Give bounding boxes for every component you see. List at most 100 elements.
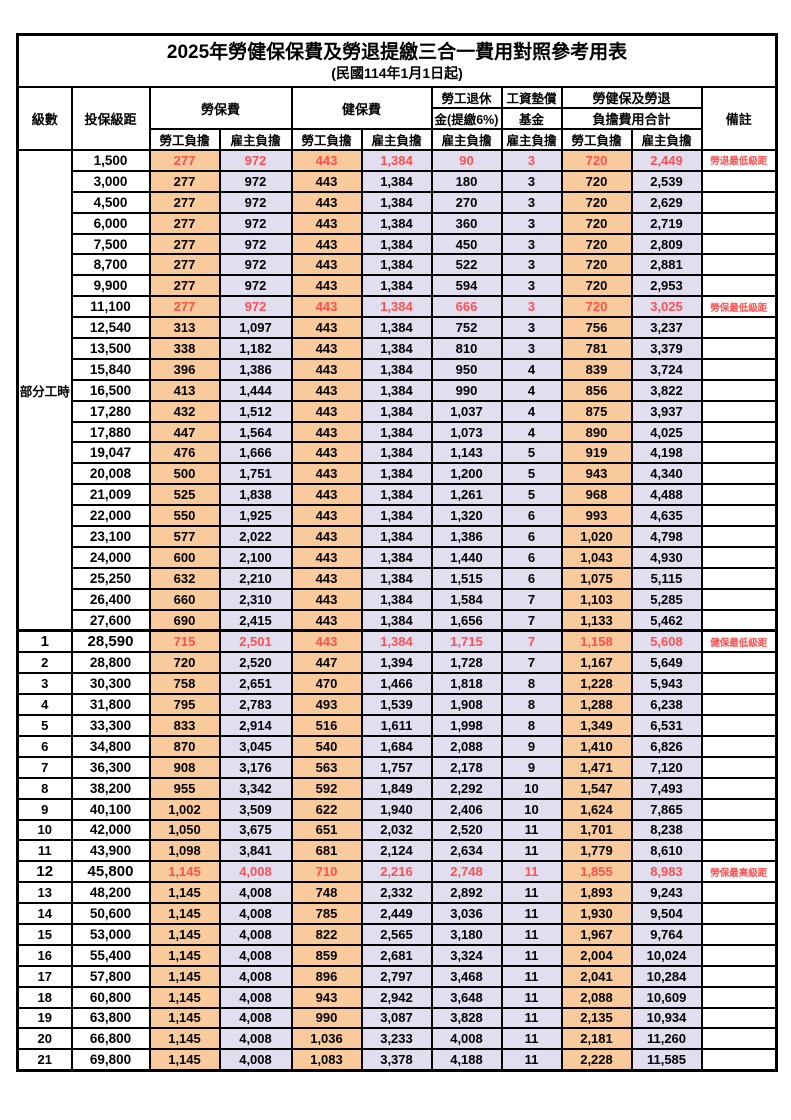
cell-total-employee: 1,967 <box>560 922 633 946</box>
cell-total-employer: 9,243 <box>630 881 703 905</box>
cell-hi-employee: 443 <box>290 441 363 465</box>
header-total-employee: 勞工負擔 <box>560 128 633 151</box>
cell-hi-employee: 1,083 <box>290 1048 363 1072</box>
cell-total-employer: 8,610 <box>630 839 703 863</box>
cell-pension-employer: 450 <box>430 232 503 256</box>
cell-pension-employer: 1,908 <box>430 693 503 717</box>
cell-hi-employer: 1,384 <box>360 441 433 465</box>
cell-total-employer: 3,379 <box>630 337 703 360</box>
cell-pension-employer: 1,386 <box>430 525 503 548</box>
cell-total-employee: 720 <box>560 211 633 235</box>
cell-pension-employer: 1,261 <box>430 483 503 507</box>
table-row: 6 34,800 870 3,045 540 1,684 2,088 9 1,410 6,826 <box>16 734 778 758</box>
cell-pension-employer: 522 <box>430 253 503 277</box>
cell-fund-employer: 11 <box>500 922 563 946</box>
cell-remark <box>700 566 778 590</box>
cell-total-employee: 720 <box>560 274 633 298</box>
cell-total-employer: 6,531 <box>630 714 703 737</box>
header-pension-employer: 雇主負擔 <box>430 128 503 151</box>
table-row: 17,880 447 1,564 443 1,384 1,073 4 890 4,025 <box>18 420 778 444</box>
cell-fund-employer: 8 <box>500 693 563 717</box>
table-row: 4 31,800 795 2,783 493 1,539 1,908 8 1,288 6,238 <box>16 693 778 717</box>
cell-bracket: 45,800 <box>70 860 151 884</box>
cell-total-employer: 11,585 <box>630 1048 703 1072</box>
cell-li-employee: 795 <box>148 693 221 717</box>
cell-li-employer: 1,182 <box>218 337 293 360</box>
cell-total-employee: 1,043 <box>560 545 633 569</box>
header-row-3: 勞工負擔 雇主負擔 勞工負擔 雇主負擔 雇主負擔 雇主負擔 勞工負擔 雇主負擔 <box>18 128 777 151</box>
cell-li-employer: 972 <box>218 190 293 214</box>
cell-hi-employer: 1,466 <box>360 672 433 696</box>
cell-remark <box>700 608 778 633</box>
cell-fund-employer: 7 <box>500 629 563 654</box>
cell-li-employee: 338 <box>148 337 221 360</box>
cell-hi-employer: 2,942 <box>360 985 433 1009</box>
cell-fund-employer: 3 <box>500 337 563 360</box>
cell-hi-employee: 1,036 <box>290 1027 363 1051</box>
cell-remark <box>700 587 778 611</box>
table-row: 14 50,600 1,145 4,008 785 2,449 3,036 11 1,930 9,… <box>16 902 778 925</box>
cell-remark <box>700 964 778 988</box>
table-row: 19,047 476 1,666 443 1,384 1,143 5 919 4,198 <box>18 441 778 465</box>
cell-pension-employer: 2,292 <box>430 776 503 800</box>
cell-pension-employer: 1,037 <box>430 399 503 423</box>
cell-li-employee: 432 <box>148 399 221 423</box>
cell-li-employee: 1,145 <box>148 964 221 988</box>
cell-remark <box>700 714 778 737</box>
page-subtitle: (民國114年1月1日起) <box>331 65 463 82</box>
cell-hi-employer: 1,384 <box>360 629 433 654</box>
cell-total-employer: 2,539 <box>630 169 703 193</box>
cell-total-employee: 1,779 <box>560 839 633 863</box>
cell-total-employer: 5,285 <box>630 587 703 611</box>
cell-total-employee: 720 <box>560 232 633 256</box>
cell-total-employee: 1,893 <box>560 881 633 905</box>
cell-hi-employee: 443 <box>290 399 363 423</box>
cell-li-employer: 4,008 <box>218 1048 293 1072</box>
cell-remark <box>700 902 778 925</box>
cell-remark <box>700 839 778 863</box>
cell-fund-employer: 5 <box>500 462 563 486</box>
cell-hi-employer: 1,384 <box>360 504 433 528</box>
cell-hi-employee: 990 <box>290 1006 363 1030</box>
cell-total-employer: 3,724 <box>630 357 703 381</box>
cell-li-employer: 1,386 <box>218 357 293 381</box>
cell-pension-employer: 1,728 <box>430 651 503 675</box>
cell-remark <box>700 483 778 507</box>
cell-total-employee: 875 <box>560 399 633 423</box>
cell-fund-employer: 11 <box>500 1048 563 1072</box>
cell-hi-employee: 443 <box>290 357 363 381</box>
cell-total-employee: 720 <box>560 149 633 172</box>
cell-total-employee: 1,288 <box>560 693 633 717</box>
cell-total-employee: 1,624 <box>560 797 633 821</box>
cell-hi-employee: 443 <box>290 504 363 528</box>
table-row: 11 43,900 1,098 3,841 681 2,124 2,634 11 1,779 8,… <box>16 839 778 863</box>
cell-li-employer: 972 <box>218 232 293 256</box>
cell-remark <box>700 462 778 486</box>
cell-total-employer: 3,937 <box>630 399 703 423</box>
cell-remark <box>700 1027 778 1051</box>
cell-bracket: 57,800 <box>70 964 151 988</box>
cell-total-employer: 10,284 <box>630 964 703 988</box>
cell-li-employee: 277 <box>148 232 221 256</box>
cell-hi-employee: 443 <box>290 378 363 402</box>
cell-li-employer: 3,675 <box>218 818 293 842</box>
cell-total-employee: 781 <box>560 337 633 360</box>
cell-li-employee: 715 <box>148 629 221 654</box>
cell-remark <box>700 232 778 256</box>
cell-hi-employee: 563 <box>290 755 363 779</box>
table-row: 13 48,200 1,145 4,008 748 2,332 2,892 11 1,893 9,… <box>16 881 778 905</box>
table-row: 22,000 550 1,925 443 1,384 1,320 6 993 4,635 <box>18 504 778 528</box>
table-row: 21,009 525 1,838 443 1,384 1,261 5 968 4,488 <box>18 483 778 507</box>
cell-pension-employer: 1,320 <box>430 504 503 528</box>
cell-fund-employer: 11 <box>500 1027 563 1051</box>
header-row-2: 金(提繳6%) 基金 負擔費用合計 <box>18 107 777 130</box>
cell-bracket: 33,300 <box>70 714 151 737</box>
cell-li-employee: 1,145 <box>148 985 221 1009</box>
table-body: 部分工時 1,500 277 972 443 1,384 90 3 720 2,449 勞退最低級距… <box>16 149 778 1072</box>
cell-remark: 勞保最高級距 <box>700 860 778 884</box>
cell-total-employer: 7,865 <box>630 797 703 821</box>
cell-hi-employer: 1,384 <box>360 211 433 235</box>
cell-bracket: 27,600 <box>70 608 151 633</box>
header-total-employer: 雇主負擔 <box>630 128 703 151</box>
page-title: 2025年勞健保保費及勞退提繳三合一費用對照參考用表 <box>166 41 628 63</box>
